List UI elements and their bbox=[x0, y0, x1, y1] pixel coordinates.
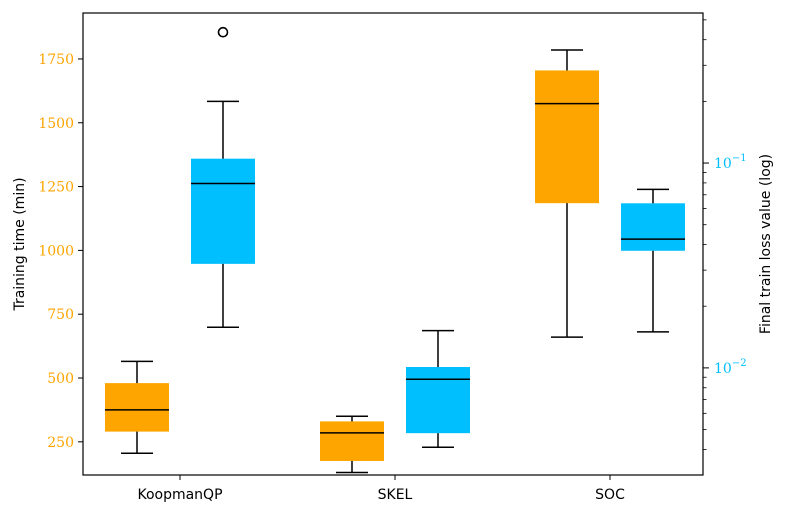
box-loss-koopmanqp-outlier-0 bbox=[217, 26, 229, 38]
box-loss-skel-iqr bbox=[406, 367, 470, 434]
box-loss-soc-iqr bbox=[621, 203, 685, 251]
left-tick-label-250: 250 bbox=[47, 435, 74, 451]
left-tick-label-1750: 1750 bbox=[38, 52, 74, 68]
right-tick-label-1: 10−1 bbox=[714, 153, 747, 172]
chart-marks bbox=[105, 26, 685, 474]
box-time-skel-iqr bbox=[320, 421, 384, 461]
right-axis-title: Final train loss value (log) bbox=[758, 154, 774, 334]
left-tick-label-500: 500 bbox=[47, 371, 74, 387]
x-tick-label-skel: SKEL bbox=[378, 487, 413, 503]
left-tick-label-1000: 1000 bbox=[38, 243, 74, 259]
chart-axes: 250 500 750 1000 1250 1500 1750 KoopmanQP SKEL SO… bbox=[38, 19, 747, 503]
box-loss-koopmanqp-iqr bbox=[191, 158, 255, 264]
left-tick-label-750: 750 bbox=[47, 307, 74, 323]
right-tick-label-0: 10−2 bbox=[714, 358, 747, 377]
x-tick-label-soc: SOC bbox=[595, 487, 625, 503]
x-tick-label-koopmanqp: KoopmanQP bbox=[137, 487, 222, 503]
left-axis-title: Training time (min) bbox=[12, 177, 28, 311]
plot-frame bbox=[82, 12, 704, 476]
box-time-koopmanqp-iqr bbox=[105, 383, 169, 432]
box-time-soc-iqr bbox=[535, 70, 599, 204]
left-tick-label-1250: 1250 bbox=[38, 180, 74, 196]
left-tick-label-1500: 1500 bbox=[38, 116, 74, 132]
